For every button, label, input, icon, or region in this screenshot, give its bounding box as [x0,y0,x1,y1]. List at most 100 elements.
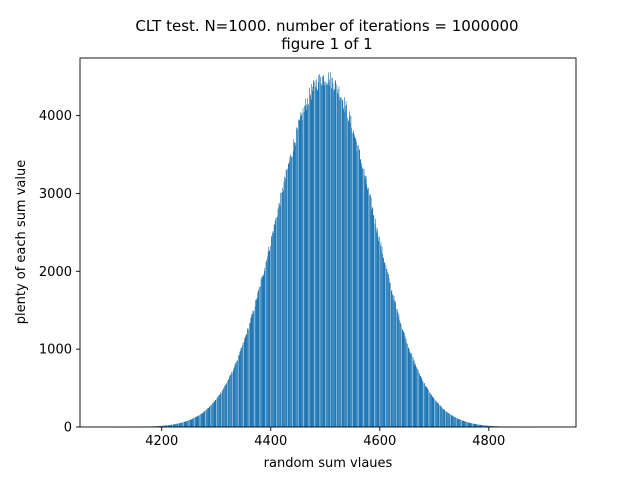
histogram-bar [477,424,478,427]
histogram-bar [262,275,264,427]
histogram-bar [251,314,253,427]
histogram-bar [416,367,417,427]
histogram-bar [485,425,487,427]
histogram-bar [327,84,328,427]
histogram-bar [386,269,388,427]
histogram-bar [242,345,243,427]
histogram-bar [371,209,372,427]
histogram-bar [487,425,489,427]
histogram-bar [435,400,437,427]
histogram-bar [331,88,332,428]
histogram-bar [255,298,257,427]
histogram-bar [322,76,323,427]
histogram-bar [168,425,169,427]
histogram-bar [349,111,350,428]
histogram-bar [175,423,177,427]
histogram-bar [370,195,371,427]
histogram-bar [206,409,207,427]
histogram-bar [490,425,491,427]
histogram-bar [365,176,367,427]
histogram-bar [451,415,453,427]
histogram-bar [223,387,225,427]
histogram-bar [377,228,378,427]
histogram-bar [284,180,286,427]
histogram-bar [486,425,488,427]
histogram-bar [248,329,249,427]
histogram-bar [204,411,205,427]
histogram-bar [162,425,163,427]
histogram-bar [387,273,389,427]
histogram-bar [361,163,363,427]
histogram-bar [252,310,254,427]
histogram-bar [164,425,165,427]
histogram-bar [424,383,425,427]
histogram-bar [375,226,377,427]
histogram-bar [440,406,442,427]
histogram-bar [442,408,444,427]
histogram-bar [436,401,438,427]
histogram-bar [466,421,467,427]
histogram-bar [388,277,390,427]
histogram-bar [280,192,281,427]
histogram-bar [383,257,384,427]
histogram-bar [479,424,481,427]
histogram-bar [216,398,218,427]
histogram-bar [426,387,428,427]
histogram-bar [452,415,453,427]
histogram-bar [302,108,304,428]
histogram-bar [408,349,410,427]
histogram-bar [404,335,406,427]
histogram-bar [296,127,298,427]
histogram-bar [435,400,436,427]
histogram-bar [347,117,349,428]
histogram-bar [269,245,271,427]
histogram-bar [393,295,395,427]
histogram-bar [229,376,230,427]
histogram-bar [222,391,223,427]
histogram-bar [308,103,309,427]
histogram-bar [460,419,462,427]
histogram-bar [281,187,283,427]
y-tick-label: 4000 [39,109,72,124]
histogram-bar [488,425,489,427]
histogram-bar [467,422,468,427]
histogram-bar [335,80,337,427]
histogram-bar [287,168,289,428]
histogram-bar [382,253,383,427]
histogram-bar [331,77,333,428]
y-tick-label: 3000 [39,187,72,202]
histogram-bar [278,207,279,427]
histogram-bar [235,364,237,427]
histogram-bar [312,86,314,428]
histogram-bar [336,84,338,427]
histogram-bar [310,94,311,427]
histogram-bar [185,421,187,427]
histogram-bar [220,392,222,427]
histogram-bar [432,397,434,427]
histogram-bar [265,262,267,427]
histogram-bar [168,425,170,427]
histogram-bar [328,72,329,427]
histogram-bar [241,347,243,427]
histogram-bar [418,370,419,427]
histogram-bar [326,84,327,427]
histogram-bar [438,403,440,427]
histogram-bar [241,347,242,427]
histogram-bar [204,410,206,427]
histogram-bar [450,415,452,427]
histogram-bar [258,289,260,427]
histogram-bar [159,425,161,427]
histogram-bar [491,426,493,427]
histogram-bar [462,420,464,427]
histogram-bar [288,163,290,427]
histogram-bar [162,425,164,427]
histogram-bar [351,132,353,427]
histogram-bar [345,106,346,427]
histogram-bar [455,417,456,427]
histogram-bar [382,257,384,427]
x-tick-label: 4200 [145,434,178,449]
histogram-bar [389,282,391,427]
histogram-bar [289,156,291,427]
histogram-bar [319,74,320,427]
histogram-bar [363,168,365,427]
